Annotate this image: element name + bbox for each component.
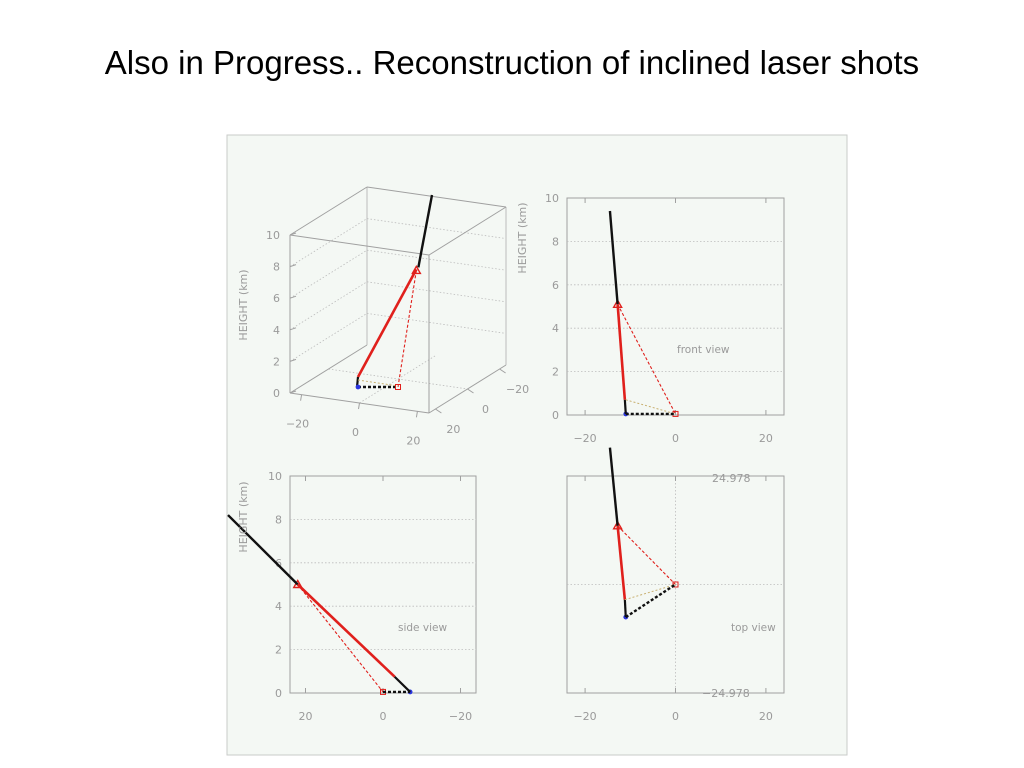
- grid-line: [366, 249, 507, 271]
- box-edge: [289, 344, 368, 394]
- y-tick: [467, 388, 474, 394]
- panel-3d-ylabel: HEIGHT (km): [237, 269, 250, 340]
- x-tick-label: −20: [573, 710, 596, 723]
- y-tick: [435, 408, 442, 414]
- panel-front-view: 0 2 4 6 8 10 −20 0 20: [545, 192, 785, 445]
- box-edge: [428, 206, 507, 256]
- grid-line: [328, 368, 468, 390]
- z-tick: [289, 295, 297, 299]
- y-tick-label: 0: [275, 687, 282, 700]
- x-tick: [415, 411, 418, 418]
- y-tick-label: −20: [506, 383, 529, 396]
- series-red-dashed: [617, 525, 676, 585]
- top-view-annotation: top view: [731, 622, 776, 634]
- series-black-track: [227, 514, 299, 586]
- y-tick-label: 6: [275, 557, 282, 570]
- grid-line: [289, 249, 368, 299]
- side-view-annotation: side view: [398, 622, 447, 634]
- top-view-ymax-label: 24.978: [712, 472, 751, 485]
- y-tick: [499, 368, 506, 374]
- z-tick-label: 6: [273, 292, 280, 305]
- series-tan-dotted: [357, 379, 399, 387]
- grid-line: [359, 354, 437, 404]
- series-red-dashed: [617, 304, 676, 415]
- z-tick: [289, 358, 297, 362]
- series-red-track: [356, 268, 418, 378]
- series-red-track: [616, 525, 627, 600]
- x-tick-label: 20: [406, 434, 420, 447]
- x-tick-label: 0: [672, 710, 679, 723]
- x-tick-label: 20: [759, 432, 773, 445]
- z-tick-label: 2: [273, 355, 280, 368]
- box-edge: [366, 186, 507, 208]
- series-red-dashed: [297, 584, 384, 693]
- x-tick-label: 0: [672, 432, 679, 445]
- y-tick-label: 10: [545, 192, 559, 205]
- grid-line: [366, 218, 507, 239]
- series-tan-dotted: [624, 584, 676, 601]
- x-tick-label: 0: [380, 710, 387, 723]
- z-tick: [289, 232, 297, 236]
- series-tan-dotted: [625, 399, 676, 415]
- box-edge: [289, 186, 368, 236]
- x-tick-label: −20: [449, 710, 472, 723]
- front-view-annotation: front view: [677, 344, 730, 356]
- marker-red-square: [395, 384, 401, 390]
- series-black-track: [417, 194, 434, 268]
- z-tick: [289, 390, 297, 394]
- box-edge: [289, 234, 430, 256]
- x-tick-label: −20: [573, 432, 596, 445]
- y-tick-label: 8: [552, 235, 559, 248]
- grid-line: [366, 313, 507, 334]
- y-tick-label: 10: [268, 470, 282, 483]
- series-red-track: [296, 583, 396, 678]
- panel-front-ylabel: HEIGHT (km): [516, 202, 529, 273]
- grid-line: [366, 281, 507, 303]
- y-tick-label: 4: [275, 600, 282, 613]
- panel-3d: 0 2 4 6 8 10 −20 0 20 20 0 −20: [266, 186, 529, 447]
- panel-side-ylabel: HEIGHT (km): [237, 481, 250, 552]
- x-tick-label: 20: [299, 710, 313, 723]
- x-tick-label: 0: [352, 426, 359, 439]
- series-black-stub: [623, 599, 627, 618]
- y-tick-label: 4: [552, 322, 559, 335]
- z-tick-label: 8: [273, 261, 280, 274]
- z-tick-label: 10: [266, 229, 280, 242]
- y-tick-label: 0: [552, 409, 559, 422]
- marker-blue-dot: [355, 384, 361, 390]
- marker-triangle: [411, 264, 422, 275]
- y-tick-label: 2: [275, 644, 282, 657]
- panel-side-view: 0 2 4 6 8 10 20 0 −20: [227, 470, 477, 723]
- marker-red-square: [672, 581, 679, 588]
- series-red-track: [616, 304, 627, 400]
- panel-top-view: −20 0 20: [566, 447, 785, 723]
- grid-line: [289, 313, 368, 362]
- y-tick-label: 20: [446, 423, 460, 436]
- z-tick-label: 4: [273, 324, 280, 337]
- x-tick: [358, 402, 360, 410]
- z-tick: [289, 264, 297, 268]
- figure-panel: [226, 134, 848, 756]
- grid-line: [289, 218, 368, 267]
- grid-line: [289, 281, 368, 331]
- z-tick: [289, 327, 297, 331]
- series-black-stub: [623, 399, 627, 414]
- y-tick-label: 2: [552, 366, 559, 379]
- slide-title: Also in Progress.. Reconstruction of inc…: [104, 44, 920, 81]
- series-black-stub: [393, 675, 411, 693]
- top-view-ymin-label: −24.978: [702, 687, 750, 700]
- y-tick-label: 6: [552, 279, 559, 292]
- y-tick-label: 8: [275, 513, 282, 526]
- x-tick-label: 20: [759, 710, 773, 723]
- series-black-track: [608, 447, 619, 526]
- y-tick-label: 0: [482, 403, 489, 416]
- x-tick: [300, 394, 303, 401]
- series-black-track: [608, 210, 619, 305]
- z-tick-label: 0: [273, 387, 280, 400]
- x-tick-label: −20: [286, 418, 309, 431]
